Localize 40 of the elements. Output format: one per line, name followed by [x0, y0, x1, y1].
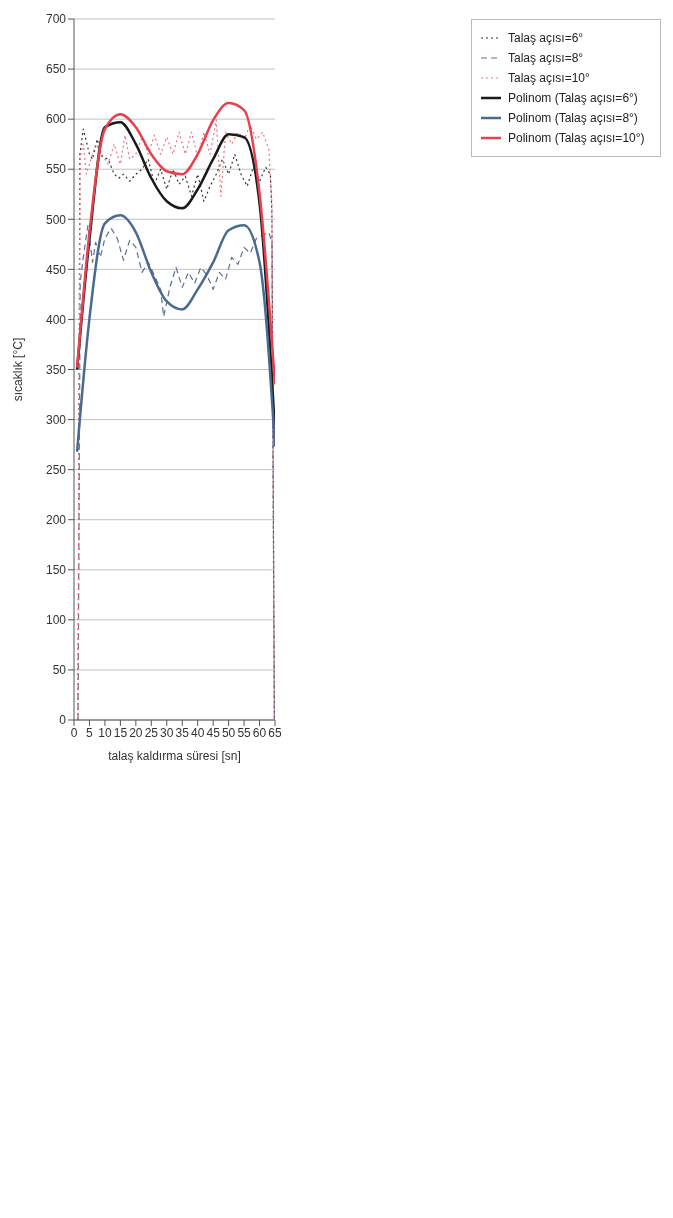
x-tick-label: 60 [252, 725, 267, 740]
y-tick-label: 300 [45, 412, 67, 427]
legend-label: Polinom (Talaş açısı=6°) [508, 90, 638, 107]
y-tick-label: 450 [45, 262, 67, 277]
y-tick-label: 600 [45, 112, 67, 127]
x-tick-label: 30 [160, 725, 174, 740]
y-tick-label: 500 [45, 212, 67, 227]
x-tick-label: 35 [175, 725, 190, 740]
y-tick-label: 150 [45, 563, 67, 578]
line-series [75, 101, 275, 386]
legend-label: Polinom (Talaş açısı=10°) [508, 130, 645, 147]
x-tick-label: 40 [191, 725, 205, 740]
y-tick-label: 0 [59, 713, 67, 728]
y-tick-label: 200 [45, 512, 67, 527]
x-tick-label: 45 [206, 725, 221, 740]
x-tick-label: 0 [70, 725, 78, 740]
x-tick-label: 5 [86, 725, 94, 740]
x-tick-label: 15 [113, 725, 128, 740]
line-series [77, 224, 275, 720]
y-tick-label: 350 [45, 362, 67, 377]
y-tick-label: 400 [45, 312, 67, 327]
legend-label: Talaş açısı=6° [508, 30, 584, 47]
y-tick-label: 100 [45, 613, 67, 628]
x-tick-label: 25 [144, 725, 159, 740]
x-tick-label: 50 [221, 725, 236, 740]
y-axis-title: sıcaklık [°C] [11, 337, 26, 402]
y-tick-label: 650 [45, 62, 67, 77]
y-tick-label: 50 [52, 663, 67, 678]
legend-label: Polinom (Talaş açısı=8°) [508, 110, 638, 127]
x-tick-label: 10 [98, 725, 112, 740]
legend-label: Talaş açısı=8° [508, 50, 584, 67]
y-tick-label: 700 [45, 12, 67, 27]
x-tick-label: 20 [129, 725, 143, 740]
y-tick-label: 550 [45, 162, 67, 177]
x-tick-label: 65 [268, 725, 282, 740]
y-tick-label: 250 [45, 462, 67, 477]
legend-label: Talaş açısı=10° [508, 70, 590, 87]
line-series [75, 214, 275, 453]
x-tick-label: 55 [237, 725, 252, 740]
x-axis-title: talaş kaldırma süresi [sn] [108, 749, 241, 763]
